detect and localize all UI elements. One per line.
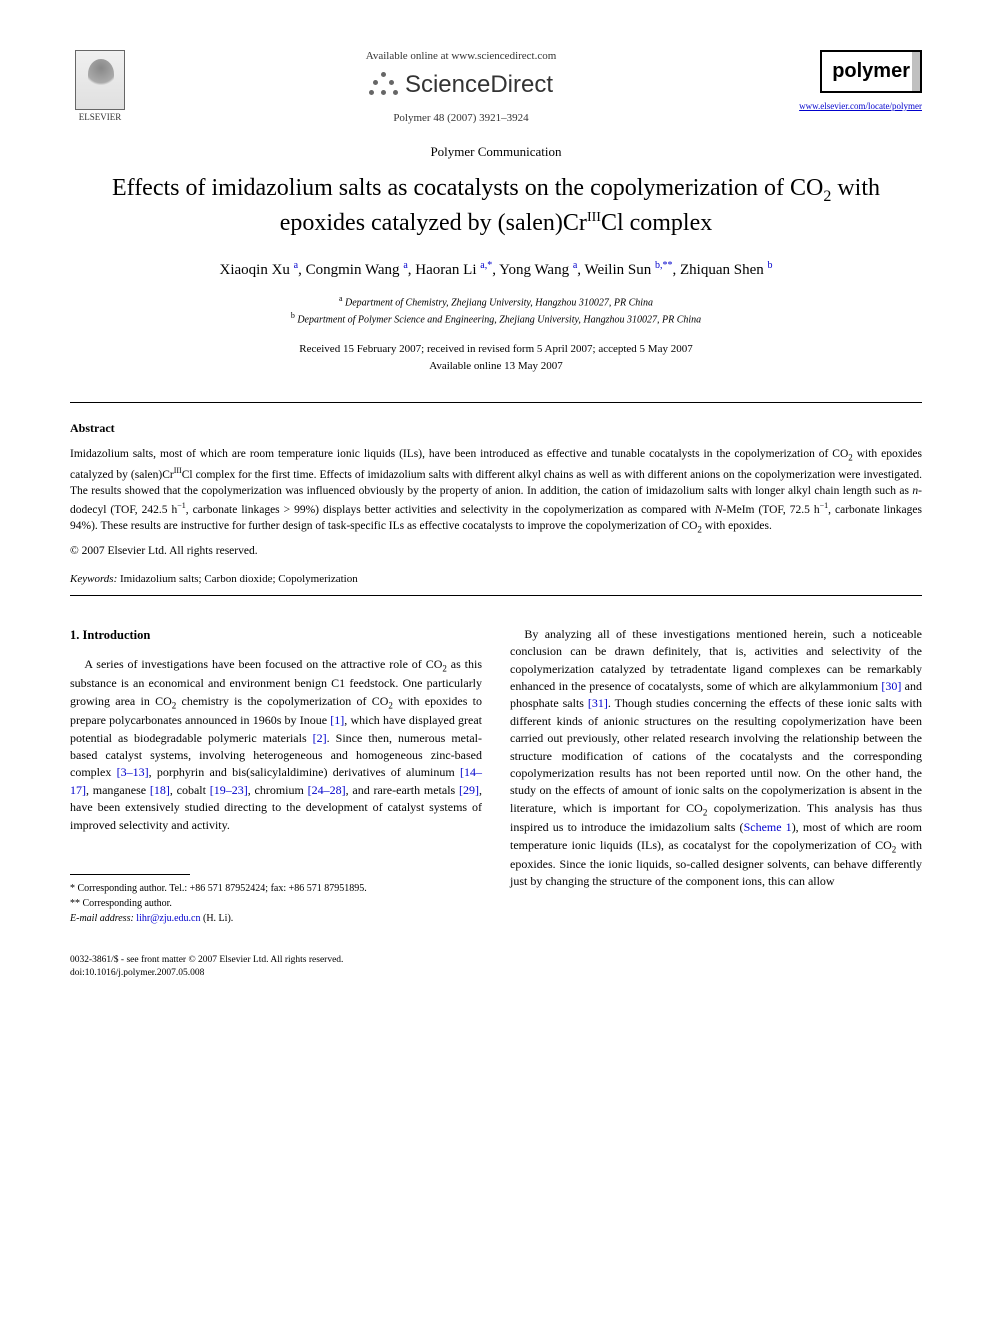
- polymer-journal-logo: polymer: [820, 50, 922, 93]
- intro-paragraph-2: By analyzing all of these investigations…: [510, 626, 922, 891]
- dates-online: Available online 13 May 2007: [70, 358, 922, 375]
- header-row: ELSEVIER Available online at www.science…: [70, 50, 922, 124]
- footer-info: 0032-3861/$ - see front matter © 2007 El…: [70, 954, 922, 981]
- footnotes: * Corresponding author. Tel.: +86 571 87…: [70, 881, 482, 926]
- affiliation-b: b Department of Polymer Science and Engi…: [70, 310, 922, 327]
- keywords-label: Keywords:: [70, 573, 117, 585]
- article-title: Effects of imidazolium salts as cocataly…: [70, 172, 922, 240]
- elsevier-tree-icon: [75, 50, 125, 110]
- available-online-text: Available online at www.sciencedirect.co…: [130, 50, 792, 62]
- journal-reference: Polymer 48 (2007) 3921–3924: [130, 112, 792, 124]
- column-right: By analyzing all of these investigations…: [510, 626, 922, 926]
- keywords-text: Imidazolium salts; Carbon dioxide; Copol…: [120, 573, 358, 585]
- divider-top: [70, 402, 922, 403]
- article-type: Polymer Communication: [70, 144, 922, 160]
- footnote-separator: [70, 874, 190, 875]
- center-header: Available online at www.sciencedirect.co…: [130, 50, 792, 124]
- issn-line: 0032-3861/$ - see front matter © 2007 El…: [70, 954, 922, 967]
- keywords-line: Keywords: Imidazolium salts; Carbon diox…: [70, 573, 922, 585]
- footnote-corresponding-2: ** Corresponding author.: [70, 896, 482, 911]
- footnote-email: E-mail address: lihr@zju.edu.cn (H. Li).: [70, 911, 482, 926]
- divider-bottom: [70, 595, 922, 596]
- affiliation-a: a Department of Chemistry, Zhejiang Univ…: [70, 293, 922, 310]
- abstract-copyright: © 2007 Elsevier Ltd. All rights reserved…: [70, 545, 922, 557]
- sciencedirect-logo: ScienceDirect: [130, 70, 792, 100]
- corresponding-email-link[interactable]: lihr@zju.edu.cn: [136, 913, 200, 924]
- sciencedirect-text: ScienceDirect: [405, 71, 553, 99]
- author-list: Xiaoqin Xu a, Congmin Wang a, Haoran Li …: [70, 260, 922, 279]
- polymer-logo-block: polymer www.elsevier.com/locate/polymer: [792, 50, 922, 111]
- sd-dots-icon: [369, 70, 399, 100]
- journal-homepage-link[interactable]: www.elsevier.com/locate/polymer: [792, 101, 922, 111]
- elsevier-logo: ELSEVIER: [70, 50, 130, 122]
- doi-line: doi:10.1016/j.polymer.2007.05.008: [70, 967, 922, 980]
- affiliations: a Department of Chemistry, Zhejiang Univ…: [70, 293, 922, 328]
- section-1-heading: 1. Introduction: [70, 626, 482, 644]
- abstract-heading: Abstract: [70, 421, 922, 436]
- elsevier-label: ELSEVIER: [70, 112, 130, 122]
- article-dates: Received 15 February 2007; received in r…: [70, 341, 922, 374]
- intro-paragraph-1: A series of investigations have been foc…: [70, 656, 482, 834]
- body-columns: 1. Introduction A series of investigatio…: [70, 626, 922, 926]
- dates-received: Received 15 February 2007; received in r…: [70, 341, 922, 358]
- abstract-body: Imidazolium salts, most of which are roo…: [70, 446, 922, 536]
- column-left: 1. Introduction A series of investigatio…: [70, 626, 482, 926]
- footnote-corresponding-1: * Corresponding author. Tel.: +86 571 87…: [70, 881, 482, 896]
